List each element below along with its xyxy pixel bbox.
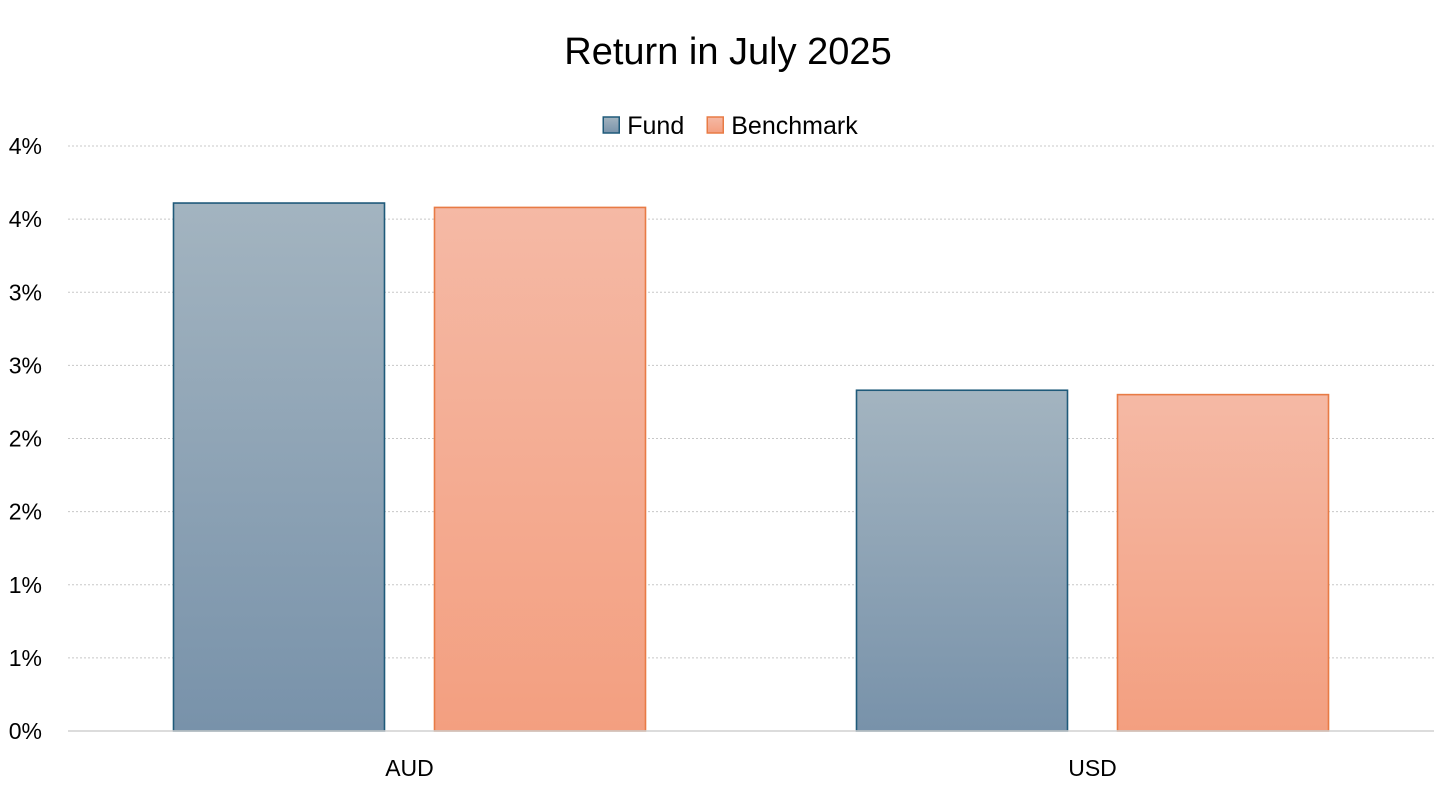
legend: Fund Benchmark [602,112,858,140]
chart-title: Return in July 2025 [564,31,891,73]
x-tick-label: AUD [385,755,434,781]
y-tick-label: 2% [9,426,42,452]
x-axis: AUD USD [68,730,1434,781]
y-tick-label: 4% [9,133,42,159]
bar-fund-usd [855,389,1069,732]
y-tick-label: 0% [9,718,42,744]
y-axis: 0% 1% 1% 2% 2% 3% 3% 4% 4% [9,133,42,744]
legend-item-fund: Fund [602,112,684,140]
legend-swatch [706,116,724,134]
y-tick-label: 1% [9,572,42,598]
x-tick-label: USD [1068,755,1117,781]
y-tick-label: 1% [9,645,42,671]
legend-item-benchmark: Benchmark [706,112,858,140]
bars [172,202,1330,732]
legend-label: Benchmark [731,112,858,140]
y-tick-label: 2% [9,499,42,525]
bar-benchmark-aud [433,206,647,732]
legend-label: Fund [627,112,684,140]
y-tick-label: 3% [9,279,42,305]
y-tick-label: 4% [9,206,42,232]
bar-benchmark-usd [1116,393,1330,732]
legend-swatch [602,116,620,134]
y-tick-label: 3% [9,352,42,378]
bar-fund-aud [172,202,386,732]
